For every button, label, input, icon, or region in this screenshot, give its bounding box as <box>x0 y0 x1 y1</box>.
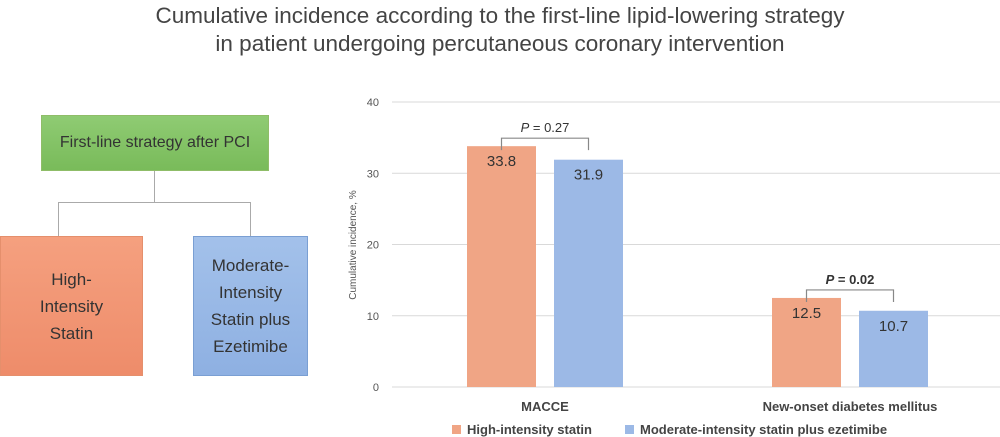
y-tick-label-20: 20 <box>367 240 379 252</box>
significance-bracket-0 <box>500 137 590 151</box>
flow-right-line-3: Statin plus <box>210 310 291 329</box>
flow-right-line-2: Intensity <box>218 283 283 302</box>
bar-value-label-0-1: 31.9 <box>574 167 603 184</box>
flow-connector-right <box>250 202 251 236</box>
category-label-1: New-onset diabetes mellitus <box>763 399 938 414</box>
y-tick-label-10: 10 <box>367 311 379 323</box>
flow-connector-horizontal <box>58 202 251 203</box>
flow-high-intensity-box: High- Intensity Statin <box>0 236 143 376</box>
legend-swatch-high-intensity <box>452 424 461 434</box>
flow-connector-left <box>58 202 59 236</box>
flow-root-box: First-line strategy after PCI <box>41 115 269 171</box>
y-axis-label: Cumulative incidence, % <box>348 190 359 300</box>
flow-root-label: First-line strategy after PCI <box>59 134 251 151</box>
y-tick-label-0: 0 <box>373 382 379 394</box>
y-tick-label-30: 30 <box>367 168 379 180</box>
bar-0-0 <box>467 146 536 387</box>
significance-bracket-1 <box>805 289 895 302</box>
bar-value-label-0-0: 33.8 <box>487 153 516 170</box>
bar-1-0 <box>772 297 841 387</box>
chart-title-line-1: Cumulative incidence according to the fi… <box>155 3 845 28</box>
legend-swatch-moderate-intensity <box>625 424 634 434</box>
chart-title-line-2: in patient undergoing percutaneous coron… <box>215 31 785 56</box>
chart-title: Cumulative incidence according to the fi… <box>0 2 1000 58</box>
flow-left-line-3: Statin <box>49 323 94 343</box>
bar-value-label-1-0: 12.5 <box>792 305 821 322</box>
p-value-label-0: P = 0.27 <box>521 120 570 135</box>
flow-connector-vertical-top <box>154 171 155 202</box>
flow-left-line-1: High- <box>51 269 92 289</box>
legend-label-high-intensity: High-intensity statin <box>467 421 592 437</box>
flow-right-line-1: Moderate- <box>211 256 290 275</box>
bar-1-1 <box>859 310 928 387</box>
legend-item-moderate-intensity: Moderate-intensity statin plus ezetimibe <box>625 421 887 437</box>
bar-0-1 <box>554 159 623 387</box>
flow-left-line-2: Intensity <box>39 296 104 316</box>
legend-label-moderate-intensity: Moderate-intensity statin plus ezetimibe <box>640 421 888 437</box>
flow-right-line-4: Ezetimibe <box>213 337 288 356</box>
flow-moderate-intensity-box: Moderate- Intensity Statin plus Ezetimib… <box>193 236 308 376</box>
p-value-label-1: P = 0.02 <box>826 272 875 287</box>
category-label-0: MACCE <box>521 399 569 414</box>
y-tick-label-40: 40 <box>367 97 379 109</box>
bar-value-label-1-1: 10.7 <box>879 318 908 335</box>
legend-item-high-intensity: High-intensity statin <box>452 421 592 437</box>
